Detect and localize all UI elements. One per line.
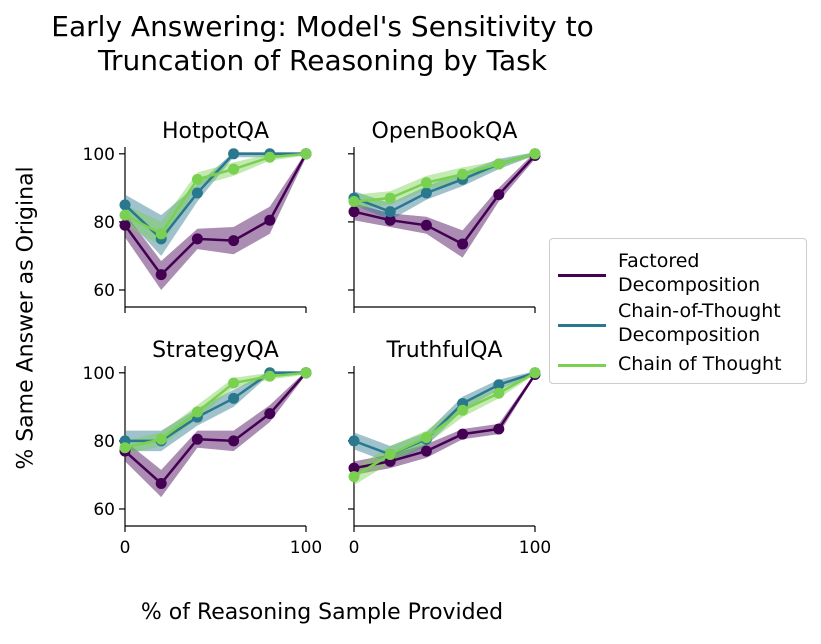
data-point-cot-decomposition — [228, 392, 240, 404]
legend-label-line-1: Chain of Thought — [618, 353, 782, 375]
series-line-factored-decomposition — [353, 154, 536, 246]
confidence-band-chain-of-thought — [354, 371, 535, 486]
data-point-factored-decomposition — [228, 435, 240, 447]
data-point-chain-of-thought — [457, 404, 469, 416]
data-point-cot-decomposition — [119, 199, 131, 211]
series-line-cot-decomposition — [353, 371, 536, 456]
data-point-chain-of-thought — [384, 449, 396, 461]
legend-swatch — [558, 274, 606, 277]
data-point-factored-decomposition — [264, 408, 276, 420]
y-tick-label: 80 — [93, 432, 115, 452]
legend-label-line-2: Decomposition — [618, 274, 761, 296]
data-point-factored-decomposition — [191, 233, 203, 245]
data-point-chain-of-thought — [228, 377, 240, 389]
legend-swatch — [558, 364, 606, 367]
series-line-chain-of-thought — [353, 371, 536, 478]
y-tick-label: 80 — [93, 213, 115, 233]
chart-title-line-1: Early Answering: Model's Sensitivity to — [51, 10, 594, 43]
series-line-chain-of-thought — [124, 371, 307, 449]
data-point-cot-decomposition — [420, 187, 432, 199]
legend: Factored Decomposition Chain-of-Thought … — [549, 238, 807, 384]
data-point-factored-decomposition — [155, 269, 167, 281]
legend-label-line-1: Factored — [618, 250, 700, 272]
data-point-factored-decomposition — [348, 462, 360, 474]
confidence-band-factored-decomposition — [125, 152, 306, 290]
data-point-factored-decomposition — [420, 219, 432, 231]
series-line-factored-decomposition — [124, 371, 307, 486]
data-point-chain-of-thought — [457, 168, 469, 180]
data-point-chain-of-thought — [264, 151, 276, 163]
data-point-chain-of-thought — [119, 209, 131, 221]
data-point-chain-of-thought — [529, 148, 541, 160]
y-tick-label: 100 — [83, 364, 115, 384]
data-point-chain-of-thought — [348, 471, 360, 483]
y-axis-label: % Same Answer as Original — [13, 166, 39, 470]
data-point-chain-of-thought — [119, 442, 131, 454]
data-point-factored-decomposition — [264, 214, 276, 226]
confidence-band-factored-decomposition — [125, 371, 306, 498]
data-point-chain-of-thought — [420, 431, 432, 443]
data-point-factored-decomposition — [348, 206, 360, 218]
confidence-band-factored-decomposition — [354, 152, 535, 258]
data-point-chain-of-thought — [228, 163, 240, 175]
data-point-chain-of-thought — [493, 158, 505, 170]
data-point-chain-of-thought — [529, 367, 541, 379]
series-line-chain-of-thought — [353, 152, 536, 203]
data-point-chain-of-thought — [191, 406, 203, 418]
data-point-factored-decomposition — [384, 214, 396, 226]
panel-title-truthfulqa: TruthfulQA — [386, 338, 503, 363]
data-point-cot-decomposition — [191, 187, 203, 199]
data-point-factored-decomposition — [457, 428, 469, 440]
data-point-chain-of-thought — [348, 195, 360, 207]
series-line-chain-of-thought — [124, 152, 307, 236]
data-point-chain-of-thought — [493, 387, 505, 399]
y-tick-label: 60 — [93, 500, 115, 520]
x-tick-label: 100 — [290, 538, 322, 558]
chart-title-line-2: Truncation of Reasoning by Task — [98, 44, 547, 77]
data-point-chain-of-thought — [300, 148, 312, 160]
y-tick-label: 100 — [83, 145, 115, 165]
data-point-factored-decomposition — [457, 238, 469, 250]
data-point-factored-decomposition — [493, 189, 505, 201]
panel-title-hotpotqa: HotpotQA — [162, 119, 269, 144]
x-tick-label: 100 — [519, 538, 551, 558]
y-tick-label: 60 — [93, 281, 115, 301]
data-point-cot-decomposition — [228, 148, 240, 160]
series-line-factored-decomposition — [353, 373, 537, 470]
data-point-cot-decomposition — [348, 435, 360, 447]
x-tick-label: 0 — [120, 538, 131, 558]
confidence-band-cot-decomposition — [125, 152, 306, 256]
data-point-factored-decomposition — [191, 433, 203, 445]
data-point-chain-of-thought — [300, 367, 312, 379]
x-tick-label: 0 — [349, 538, 360, 558]
data-point-factored-decomposition — [155, 477, 167, 489]
data-point-cot-decomposition — [493, 379, 505, 391]
confidence-band-cot-decomposition — [354, 371, 535, 464]
panel-title-openbookqa: OpenBookQA — [372, 119, 518, 144]
legend-label-line-1: Chain-of-Thought — [618, 300, 781, 322]
x-axis-label: % of Reasoning Sample Provided — [140, 600, 504, 625]
data-point-chain-of-thought — [420, 177, 432, 189]
data-point-factored-decomposition — [493, 423, 505, 435]
data-point-chain-of-thought — [384, 192, 396, 204]
data-point-chain-of-thought — [191, 173, 203, 185]
legend-label-line-2: Decomposition — [618, 324, 761, 346]
series-line-factored-decomposition — [123, 153, 308, 277]
legend-swatch — [558, 324, 606, 327]
data-point-chain-of-thought — [155, 228, 167, 240]
data-point-cot-decomposition — [384, 206, 396, 218]
data-point-chain-of-thought — [264, 370, 276, 382]
data-point-factored-decomposition — [228, 235, 240, 247]
data-point-factored-decomposition — [119, 219, 131, 231]
data-point-factored-decomposition — [420, 445, 432, 457]
panel-title-strategyqa: StrategyQA — [152, 338, 279, 363]
data-point-chain-of-thought — [155, 433, 167, 445]
